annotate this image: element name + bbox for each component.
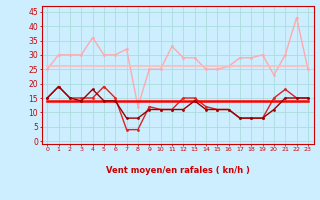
X-axis label: Vent moyen/en rafales ( kn/h ): Vent moyen/en rafales ( kn/h ): [106, 166, 250, 175]
